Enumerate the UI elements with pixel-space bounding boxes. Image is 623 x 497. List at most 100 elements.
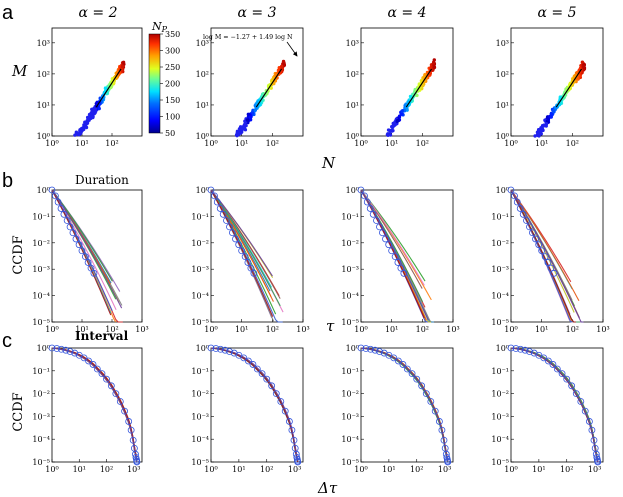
interval-reference-circle (444, 458, 452, 466)
y-tick-label: 10⁻⁵ (341, 318, 359, 327)
y-tick-label: 10⁰ (37, 132, 50, 141)
interval-reference-circle (133, 458, 141, 466)
y-tick-label: 10⁻¹ (341, 367, 359, 376)
scatter-point (236, 133, 240, 137)
scatter-point (82, 123, 86, 127)
duration-reference-circle (207, 186, 215, 194)
x-tick-label: 10⁰ (504, 325, 517, 334)
interval-reference-circle (240, 354, 248, 362)
y-tick-label: 10⁻⁴ (491, 435, 509, 444)
duration-reference-circle (244, 259, 252, 266)
x-tick-label: 10² (566, 139, 579, 148)
duration-reference-circle (519, 210, 527, 218)
scatter-point (86, 117, 90, 121)
panel-letter-a: a (2, 2, 14, 24)
duration-reference-circle (529, 229, 536, 237)
interval-reference-circle (129, 436, 137, 444)
y-tick-label: 10⁻¹ (191, 367, 209, 376)
duration-reference-circle (57, 205, 65, 212)
interval-reference-circle (431, 407, 439, 415)
interval-reference-circle (53, 345, 61, 352)
scatter-point (395, 119, 400, 123)
interval-reference-circle (112, 390, 120, 398)
scatter-point (83, 120, 87, 124)
y-tick-label: 10⁻³ (491, 412, 509, 421)
duration-axes (360, 189, 454, 323)
colorbar-tick-label: 150 (165, 96, 180, 105)
interval-reference-circle (288, 426, 296, 434)
y-tick-label: 10⁻³ (341, 412, 359, 421)
x-tick-label: 10⁰ (504, 465, 517, 474)
interval-reference-circle (258, 370, 266, 378)
duration-reference-circle (241, 253, 249, 261)
scatter-point (400, 109, 404, 113)
y-tick-label: 10⁻⁴ (341, 435, 359, 444)
scatter-axes (51, 27, 143, 137)
scatter-point (279, 64, 284, 69)
interval-reference-circle (442, 450, 450, 458)
interval-reference-circle (226, 348, 233, 355)
x-tick-label: 10³ (588, 465, 601, 474)
duration-reference-circle (532, 235, 539, 243)
scatter-point (93, 107, 97, 112)
duration-reference-circle (82, 253, 89, 261)
fit-line (555, 68, 583, 108)
x-tick-label: 10³ (438, 465, 451, 474)
interval-subplot-2: 10⁰ 10¹ 10² 10³ 10⁰ 10⁻¹ 10⁻² 10⁻³ 10⁻⁴ 10⁻⁵ (32, 344, 143, 474)
annotation-arrow (286, 41, 298, 57)
scatter-point (544, 121, 549, 126)
scatter-point (239, 131, 243, 135)
interval-reference-circle (592, 450, 600, 458)
scatter-subplot-5: 10⁰ 10¹ 10² 10⁰ 10¹ 10² 10³ (496, 27, 604, 148)
y-tick-label: 10⁻³ (191, 265, 209, 274)
interval-series-line (510, 347, 599, 463)
duration-reference-circle (66, 223, 74, 231)
row-a-ylabel: M (11, 62, 28, 80)
interval-reference-circle (362, 345, 370, 352)
row-b-ylabel: CCDF (11, 235, 26, 274)
y-tick-label: 10⁻¹ (32, 367, 50, 376)
duration-series-line (51, 189, 117, 311)
interval-reference-circle (253, 365, 261, 373)
colorbar-tick-label: 250 (165, 63, 180, 72)
duration-reference-circle (547, 264, 555, 272)
y-tick-label: 10⁻⁴ (191, 292, 209, 301)
scatter-point (85, 121, 90, 125)
scatter-point (558, 95, 563, 99)
duration-reference-circle (232, 235, 239, 243)
interval-series-line (51, 347, 138, 461)
x-tick-label: 10⁰ (204, 325, 217, 334)
duration-reference-circle (54, 198, 62, 206)
interval-reference-circle (526, 348, 533, 355)
duration-series-line (210, 189, 274, 302)
duration-series-line (360, 189, 423, 289)
interval-reference-circle (125, 418, 133, 425)
scatter-point (246, 112, 251, 117)
interval-reference-circle (277, 398, 285, 405)
x-tick-label: 10¹ (535, 325, 548, 334)
x-tick-label: 10² (416, 139, 429, 148)
duration-reference-circle (250, 269, 258, 277)
interval-reference-circle (418, 382, 426, 390)
y-tick-label: 10⁰ (196, 186, 209, 195)
x-tick-label: 10³ (446, 325, 459, 334)
y-tick-label: 10⁻⁵ (32, 458, 50, 467)
duration-reference-circle (513, 198, 521, 206)
duration-reference-circle (507, 186, 515, 194)
x-tick-label: 10² (266, 139, 279, 148)
y-tick-label: 10⁻⁴ (191, 435, 209, 444)
duration-reference-circle (544, 259, 552, 266)
interval-reference-circle (408, 370, 416, 378)
scatter-point (419, 79, 424, 83)
duration-reference-circle (75, 241, 83, 249)
interval-reference-circle (540, 354, 548, 362)
interval-reference-circle (427, 398, 435, 405)
scatter-point (540, 124, 545, 128)
scatter-point (580, 60, 585, 64)
interval-series-line (210, 347, 299, 461)
interval-reference-circle (553, 365, 561, 373)
duration-reference-circle (376, 223, 383, 231)
fit-line (95, 68, 122, 108)
y-tick-label: 10⁰ (37, 186, 50, 195)
interval-reference-circle (127, 426, 135, 434)
